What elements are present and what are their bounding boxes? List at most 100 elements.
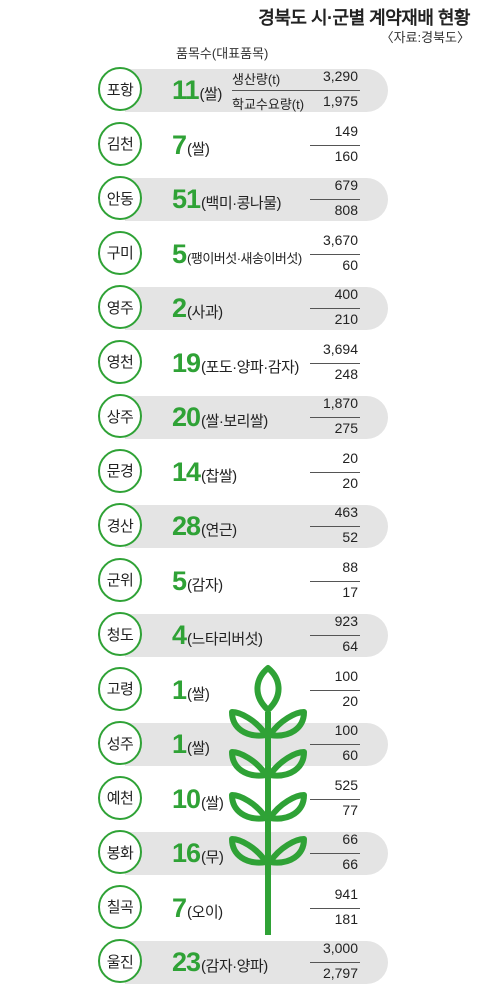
demand-value: 20 [342, 474, 358, 491]
item-count: 20 [172, 402, 201, 432]
item-count: 7 [172, 892, 187, 923]
demand-value: 275 [334, 420, 358, 436]
value-divider [310, 962, 360, 963]
region-name: 상주 [106, 408, 134, 426]
production-value: 463 [334, 504, 358, 520]
production-value: 941 [334, 885, 358, 902]
representative-crop: (쌀) [187, 685, 210, 703]
demand-value: 64 [342, 638, 358, 654]
value-divider [310, 580, 360, 582]
value-divider [310, 417, 360, 418]
item-count: 7 [172, 129, 187, 160]
production-value: 66 [342, 831, 358, 847]
item-info: 23(감자·양파) [172, 947, 268, 978]
item-count: 16 [172, 838, 201, 868]
production-value: 100 [334, 667, 358, 684]
region-circle: 김천 [98, 121, 142, 166]
production-value: 3,670 [322, 231, 358, 248]
item-info: 19(포도·양파·감자) [172, 348, 299, 379]
item-info: 51(백미·콩나물) [172, 184, 282, 215]
region-circle: 봉화 [98, 830, 142, 874]
region-name: 군위 [106, 572, 134, 589]
item-info: 11(쌀) [172, 75, 222, 106]
demand-value: 77 [342, 801, 358, 818]
region-name: 안동 [106, 190, 134, 208]
region-name: 봉화 [106, 844, 134, 862]
item-info: 4(느타리버섯) [172, 620, 263, 651]
item-info: 14(찹쌀) [172, 457, 237, 488]
value-divider [310, 253, 360, 255]
item-info: 10(쌀) [172, 784, 224, 815]
item-info: 28(연근) [172, 511, 237, 542]
region-name: 성주 [106, 735, 134, 753]
region-circle: 영주 [98, 285, 142, 329]
region-circle: 안동 [98, 176, 142, 220]
production-value: 1,870 [322, 395, 358, 411]
demand-value: 52 [342, 529, 358, 545]
region-circle: 울진 [98, 939, 142, 983]
item-count: 51 [172, 184, 201, 214]
item-count: 19 [172, 347, 201, 378]
demand-value: 60 [342, 747, 358, 763]
region-circle: 고령 [98, 666, 142, 711]
value-divider [310, 744, 360, 745]
table-row: 칠곡 7(오이) 941 181 [0, 881, 500, 935]
item-count: 1 [172, 674, 187, 705]
production-value: 3,000 [322, 940, 358, 956]
region-circle: 문경 [98, 448, 142, 493]
demand-value: 60 [342, 256, 358, 273]
region-name: 구미 [106, 245, 134, 262]
table-row: 영주 2(사과) 400 210 [0, 281, 500, 335]
demand-value: 66 [342, 856, 358, 872]
production-value: 923 [334, 613, 358, 629]
table-row: 영천 19(포도·양파·감자) 3,694 248 [0, 336, 500, 390]
representative-crop: (포도·양파·감자) [201, 358, 299, 376]
table-row: 군위 5(감자) 88 17 [0, 554, 500, 608]
item-info: 1(쌀) [172, 729, 210, 760]
representative-crop: (쌀) [201, 794, 224, 812]
representative-crop: (감자) [187, 576, 223, 594]
item-count: 23 [172, 947, 201, 977]
value-divider [310, 526, 360, 527]
demand-label: 학교수요량(t) [232, 97, 305, 112]
value-divider [232, 90, 360, 91]
table-row: 청도 4(느타리버섯) 923 64 [0, 608, 500, 662]
item-count: 2 [172, 293, 187, 323]
representative-crop: (쌀) [187, 740, 210, 757]
item-info: 5(팽이버섯·새송이버섯) [172, 239, 302, 270]
value-divider [310, 471, 360, 473]
representative-crop: (찹쌀) [201, 467, 237, 485]
region-circle: 성주 [98, 721, 142, 765]
region-circle: 영천 [98, 339, 142, 384]
item-info: 2(사과) [172, 293, 223, 324]
region-name: 김천 [106, 136, 134, 153]
production-value: 3,694 [322, 340, 358, 357]
region-name: 문경 [106, 463, 134, 480]
demand-value: 181 [334, 910, 358, 927]
chart-source: 〈자료:경북도〉 [380, 30, 470, 45]
representative-crop: (쌀) [199, 86, 223, 103]
demand-value: 20 [342, 692, 358, 709]
production-value: 679 [334, 177, 358, 193]
value-divider [310, 853, 360, 854]
representative-crop: (오이) [187, 903, 223, 921]
table-row: 상주 20(쌀·보리쌀) 1,870 275 [0, 390, 500, 444]
production-value: 88 [342, 558, 358, 575]
region-name: 영천 [106, 354, 134, 371]
demand-value: 210 [334, 311, 358, 327]
demand-value: 17 [342, 583, 358, 600]
value-divider [310, 907, 360, 909]
region-name: 경산 [106, 517, 134, 535]
item-count: 1 [172, 729, 187, 759]
region-circle: 상주 [98, 394, 142, 438]
representative-crop: (팽이버섯·새송이버섯) [187, 250, 302, 266]
demand-value: 160 [334, 147, 358, 164]
production-value: 3,290 [322, 68, 358, 84]
demand-value: 808 [334, 202, 358, 218]
item-count: 14 [172, 456, 201, 487]
representative-crop: (백미·콩나물) [201, 195, 282, 212]
value-divider [310, 144, 360, 146]
item-count: 5 [172, 238, 187, 269]
value-divider [310, 635, 360, 636]
